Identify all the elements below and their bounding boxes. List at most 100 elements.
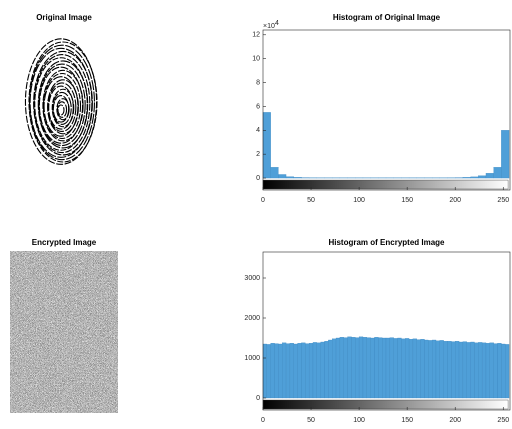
y-tick-label: 8 — [256, 79, 260, 86]
bar — [470, 176, 479, 179]
y-multiplier-exponent: 4 — [275, 20, 279, 27]
bar — [285, 176, 294, 179]
bar — [385, 337, 391, 399]
bar — [416, 339, 421, 399]
y-tick-label: 2000 — [244, 315, 260, 322]
bar — [370, 337, 375, 399]
bar — [501, 130, 510, 179]
image-title: Encrypted Image — [32, 238, 97, 247]
bar — [501, 343, 506, 399]
bar — [262, 112, 271, 179]
ridge — [28, 44, 96, 161]
ridge — [24, 38, 98, 165]
bar — [343, 337, 348, 399]
x-tick-label: 250 — [497, 197, 509, 204]
bar — [447, 341, 452, 399]
bar — [432, 339, 437, 399]
bar — [497, 343, 502, 399]
bar — [328, 339, 333, 399]
bar — [278, 174, 287, 179]
bar — [493, 343, 498, 399]
bar — [270, 343, 275, 399]
y-tick-label: 3000 — [244, 275, 260, 282]
y-tick-label: 0 — [256, 175, 260, 182]
bar — [470, 341, 475, 399]
bar — [305, 343, 310, 399]
bar — [428, 340, 433, 399]
chart-title: Histogram of Encrypted Image — [328, 238, 445, 247]
image-title: Original Image — [36, 13, 92, 22]
y-tick-label: 4 — [256, 127, 260, 134]
bar — [424, 339, 429, 399]
bar — [412, 338, 417, 399]
bar — [401, 338, 406, 399]
bar — [297, 343, 302, 399]
y-tick-label: 6 — [256, 103, 260, 110]
bar — [351, 337, 356, 399]
x-tick-label: 200 — [449, 417, 461, 424]
bar — [405, 338, 410, 399]
bar — [435, 340, 440, 399]
colorbar — [262, 179, 509, 190]
x-tick-label: 50 — [307, 197, 315, 204]
bar — [420, 339, 425, 399]
y-tick-label: 10 — [252, 56, 260, 63]
bar — [324, 341, 329, 399]
bar — [358, 336, 364, 399]
bar — [378, 337, 383, 399]
bar — [293, 177, 302, 179]
bar — [466, 342, 471, 399]
bar — [285, 343, 291, 399]
bar — [408, 339, 414, 399]
axes-box — [262, 251, 511, 411]
x-tick-label: 200 — [449, 197, 461, 204]
bar — [485, 343, 490, 399]
bar — [301, 342, 306, 399]
x-tick-label: 0 — [261, 197, 265, 204]
x-tick-label: 0 — [261, 417, 265, 424]
bar — [474, 342, 479, 399]
bar — [462, 177, 471, 179]
ridge — [42, 72, 82, 140]
bar — [332, 338, 337, 399]
bar — [489, 342, 494, 399]
bar — [439, 340, 444, 399]
bar — [362, 337, 367, 399]
bar — [282, 342, 287, 399]
bar — [308, 343, 314, 399]
bar — [389, 337, 394, 399]
bar — [266, 344, 271, 399]
bar — [478, 175, 487, 179]
bar — [505, 344, 510, 399]
bar — [481, 342, 487, 399]
y-tick-label: 12 — [252, 32, 260, 39]
x-tick-label: 100 — [353, 197, 365, 204]
bar — [320, 341, 325, 399]
bar — [374, 337, 379, 399]
x-tick-label: 250 — [497, 417, 509, 424]
x-tick-label: 150 — [401, 417, 413, 424]
bar — [366, 337, 371, 399]
bar — [347, 336, 352, 399]
bar — [393, 338, 398, 399]
bar — [451, 341, 456, 399]
y-tick-label: 0 — [256, 395, 260, 402]
bar — [293, 343, 298, 399]
x-tick-label: 150 — [401, 197, 413, 204]
bar — [355, 337, 360, 399]
chart-title: Histogram of Original Image — [333, 13, 441, 22]
bar — [316, 342, 321, 399]
bar — [335, 337, 341, 399]
bar — [278, 343, 283, 399]
bar — [462, 341, 467, 399]
bar — [455, 341, 460, 399]
bar — [458, 341, 464, 399]
bar — [262, 343, 267, 399]
bar — [274, 343, 279, 399]
x-tick-label: 50 — [307, 417, 315, 424]
bar — [485, 173, 494, 179]
x-tick-label: 100 — [353, 417, 365, 424]
bar — [478, 342, 483, 399]
bar — [289, 343, 294, 399]
